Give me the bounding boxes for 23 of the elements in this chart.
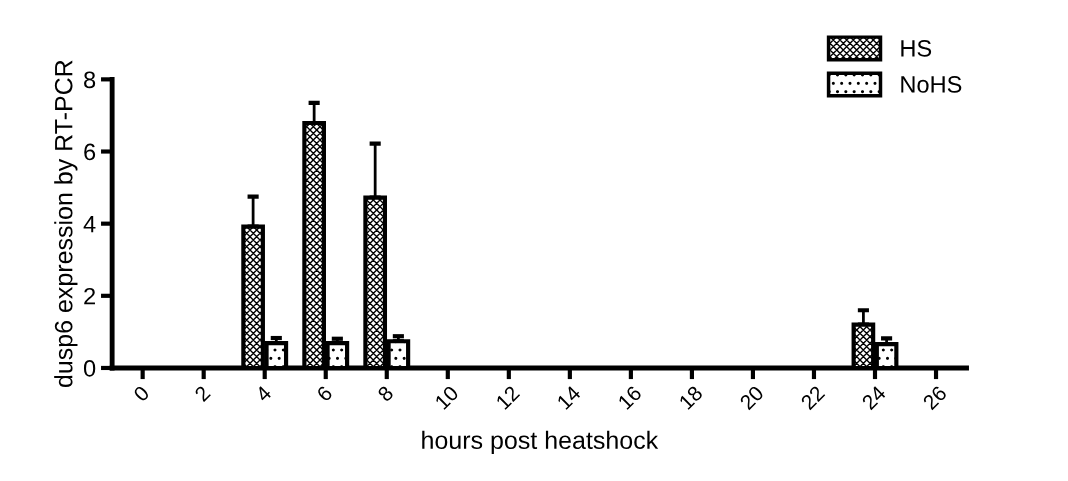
x-tick-label: 20	[739, 384, 765, 411]
x-tick-label: 4	[254, 384, 273, 403]
x-tick-label: 22	[800, 385, 826, 411]
y-tick-label: 8	[84, 71, 96, 89]
x-tick-label: 26	[922, 384, 948, 411]
legend-label: HS	[901, 40, 932, 57]
x-tick-label: 10	[434, 384, 460, 411]
x-tick-label: 24	[861, 384, 887, 411]
x-tick-label: 0	[132, 384, 151, 403]
x-axis-title: hours post heatshock	[422, 430, 659, 455]
x-tick-label: 18	[678, 384, 704, 411]
legend-label: NoHS	[901, 76, 962, 93]
x-tick-label: 8	[376, 384, 395, 403]
y-tick-label: 6	[84, 143, 96, 161]
y-tick-label: 2	[84, 287, 95, 305]
x-tick-label: 6	[315, 384, 334, 403]
x-tick-label: 12	[495, 385, 521, 410]
y-axis-title: dusp6 expression by RT-PCR	[54, 60, 78, 388]
y-tick-label: 4	[83, 215, 96, 233]
x-tick-label: 14	[556, 384, 582, 410]
x-tick-label: 16	[617, 384, 643, 411]
y-tick-label: 0	[83, 360, 96, 377]
x-tick-label: 2	[193, 385, 211, 403]
